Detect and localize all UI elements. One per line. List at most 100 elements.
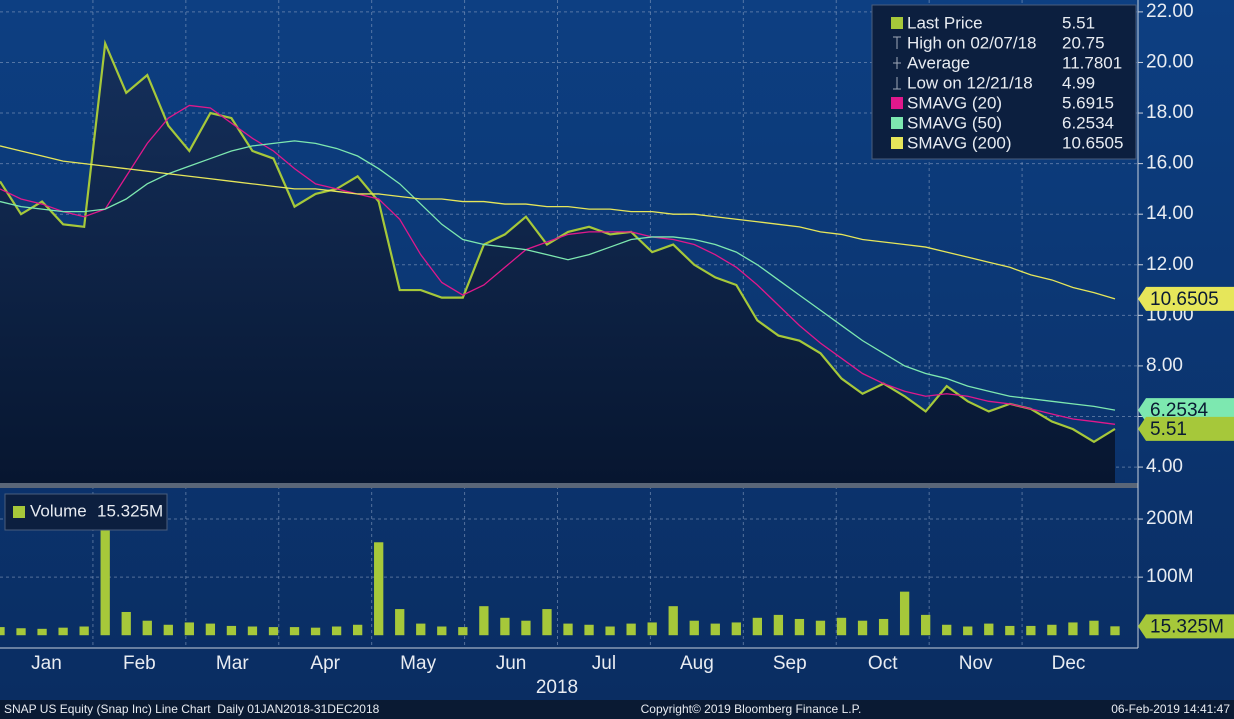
- volume-legend: Volume 15.325M: [4, 493, 168, 531]
- x-tick-label: Jan: [31, 653, 62, 674]
- volume-bar: [794, 618, 805, 636]
- y-tick-label: 20.00: [1146, 51, 1194, 72]
- legend: Last Price 5.51 High on 02/07/18 20.75 Avera…: [871, 4, 1137, 160]
- x-tick-label: Apr: [310, 653, 340, 674]
- y-tick-label: 22.00: [1146, 1, 1194, 22]
- legend-label: Volume: [30, 501, 87, 520]
- x-tick-label: Sep: [773, 653, 807, 674]
- volume-bar: [268, 627, 279, 636]
- volume-bar: [984, 623, 994, 636]
- value-tag: [1138, 614, 1234, 639]
- volume-bar: [605, 626, 615, 636]
- volume-bar: [352, 624, 363, 636]
- y-tick-label: 14.00: [1146, 203, 1194, 224]
- volume-bar: [1089, 620, 1099, 636]
- volume-bar: [500, 617, 510, 636]
- volume-bar: [1068, 622, 1078, 636]
- value-tag: [1138, 416, 1234, 441]
- legend-value: 5.6915: [1062, 93, 1114, 112]
- volume-bar: [184, 622, 194, 636]
- y-tick-label: 100M: [1146, 566, 1194, 587]
- volume-bar: [395, 609, 405, 636]
- series-line: [0, 140, 1116, 411]
- volume-bar: [289, 627, 300, 636]
- legend-label: SMAVG (50): [907, 113, 1002, 132]
- footer-center: Copyright© 2019 Bloomberg Finance L.P.: [641, 702, 862, 716]
- volume-bar: [1026, 625, 1036, 636]
- x-tick-label: Mar: [216, 653, 249, 674]
- volume-bar: [878, 618, 889, 636]
- legend-label: Last Price: [907, 13, 983, 32]
- legend-swatch: [891, 117, 903, 129]
- legend-value: 4.99: [1062, 73, 1095, 92]
- value-tag: [1138, 398, 1234, 423]
- volume-bar: [1005, 625, 1015, 636]
- y-tick-label: 16.00: [1146, 153, 1194, 174]
- x-tick-label: May: [400, 653, 436, 674]
- volume-bar: [1110, 626, 1120, 636]
- legend-value: 6.2534: [1062, 113, 1114, 132]
- volume-bar: [247, 626, 258, 636]
- volume-bar: [226, 625, 237, 636]
- x-axis-label: 2018: [536, 677, 578, 698]
- value-tag-label: 6.2534: [1150, 400, 1209, 421]
- legend-value: 20.75: [1062, 33, 1105, 52]
- footer-bar: [0, 700, 1234, 719]
- volume-bar: [142, 620, 152, 636]
- x-tick-label: Dec: [1052, 653, 1086, 674]
- volume-bar: [647, 622, 657, 636]
- legend-value: 5.51: [1062, 13, 1095, 32]
- legend-swatch: [891, 97, 903, 109]
- legend-label: Average: [907, 53, 970, 72]
- volume-bar: [521, 620, 531, 636]
- volume-bar: [374, 542, 384, 636]
- volume-bar: [1047, 624, 1057, 636]
- x-tick-label: Nov: [959, 653, 993, 674]
- footer-right: 06-Feb-2019 14:41:47: [1111, 702, 1230, 716]
- volume-bar: [584, 624, 594, 636]
- series-line: [0, 145, 1116, 300]
- volume-bar: [542, 609, 552, 636]
- legend-value: 15.325M: [97, 501, 163, 520]
- y-tick-label: 4.00: [1146, 456, 1183, 477]
- legend-swatch: [891, 17, 903, 29]
- volume-bar: [857, 620, 868, 636]
- volume-bar: [626, 623, 636, 636]
- volume-bar: [79, 626, 89, 636]
- volume-bar: [331, 626, 342, 636]
- volume-bar: [921, 614, 931, 636]
- volume-bar: [163, 624, 173, 636]
- panel-divider: [0, 483, 1138, 488]
- volume-bar: [773, 614, 784, 636]
- volume-bar: [416, 623, 426, 636]
- legend-box: [871, 4, 1137, 160]
- volume-bar: [479, 606, 489, 636]
- volume-bar: [0, 627, 5, 636]
- legend-label: High on 02/07/18: [907, 33, 1037, 52]
- legend-label: Low on 12/21/18: [907, 73, 1033, 92]
- volume-bar: [121, 611, 131, 636]
- y-tick-label: 12.00: [1146, 254, 1194, 275]
- legend-value: 11.7801: [1062, 53, 1122, 72]
- volume-bar: [899, 591, 910, 636]
- volume-bar: [16, 628, 26, 636]
- legend-swatch: [13, 506, 25, 518]
- legend-value: 10.6505: [1062, 133, 1123, 152]
- volume-bar: [752, 617, 763, 636]
- x-tick-label: Oct: [868, 653, 898, 674]
- x-tick-label: Jul: [592, 653, 616, 674]
- volume-bar: [731, 622, 741, 636]
- value-tag: [1138, 286, 1234, 311]
- legend-swatch: [891, 137, 903, 149]
- volume-bar: [458, 627, 468, 636]
- volume-bar: [963, 626, 973, 636]
- value-tag-label: 15.325M: [1150, 616, 1224, 637]
- legend-label: SMAVG (20): [907, 93, 1002, 112]
- volume-bar: [37, 628, 47, 636]
- series-line: [0, 104, 1116, 425]
- y-tick-label: 18.00: [1146, 102, 1194, 123]
- volume-bar: [563, 623, 573, 636]
- volume-bar: [58, 627, 68, 636]
